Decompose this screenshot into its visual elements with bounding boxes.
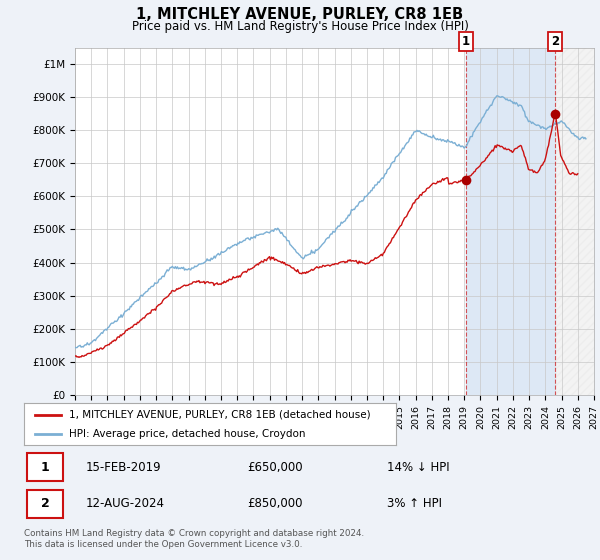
Text: 12-AUG-2024: 12-AUG-2024 (85, 497, 164, 510)
Text: Price paid vs. HM Land Registry's House Price Index (HPI): Price paid vs. HM Land Registry's House … (131, 20, 469, 32)
Text: £650,000: £650,000 (247, 461, 303, 474)
Text: 1, MITCHLEY AVENUE, PURLEY, CR8 1EB: 1, MITCHLEY AVENUE, PURLEY, CR8 1EB (136, 7, 464, 22)
Text: 1, MITCHLEY AVENUE, PURLEY, CR8 1EB (detached house): 1, MITCHLEY AVENUE, PURLEY, CR8 1EB (det… (68, 409, 370, 419)
Text: 15-FEB-2019: 15-FEB-2019 (85, 461, 161, 474)
Text: 1: 1 (41, 461, 49, 474)
Text: 2: 2 (41, 497, 49, 510)
Bar (466, 48, 556, 395)
FancyBboxPatch shape (27, 490, 63, 517)
Text: £850,000: £850,000 (247, 497, 303, 510)
FancyBboxPatch shape (27, 454, 63, 481)
Text: 1: 1 (462, 35, 470, 48)
Bar (556, 48, 594, 395)
Text: 3% ↑ HPI: 3% ↑ HPI (387, 497, 442, 510)
Text: 14% ↓ HPI: 14% ↓ HPI (387, 461, 449, 474)
Text: HPI: Average price, detached house, Croydon: HPI: Average price, detached house, Croy… (68, 429, 305, 439)
Text: 2: 2 (551, 35, 559, 48)
Text: Contains HM Land Registry data © Crown copyright and database right 2024.
This d: Contains HM Land Registry data © Crown c… (24, 529, 364, 549)
